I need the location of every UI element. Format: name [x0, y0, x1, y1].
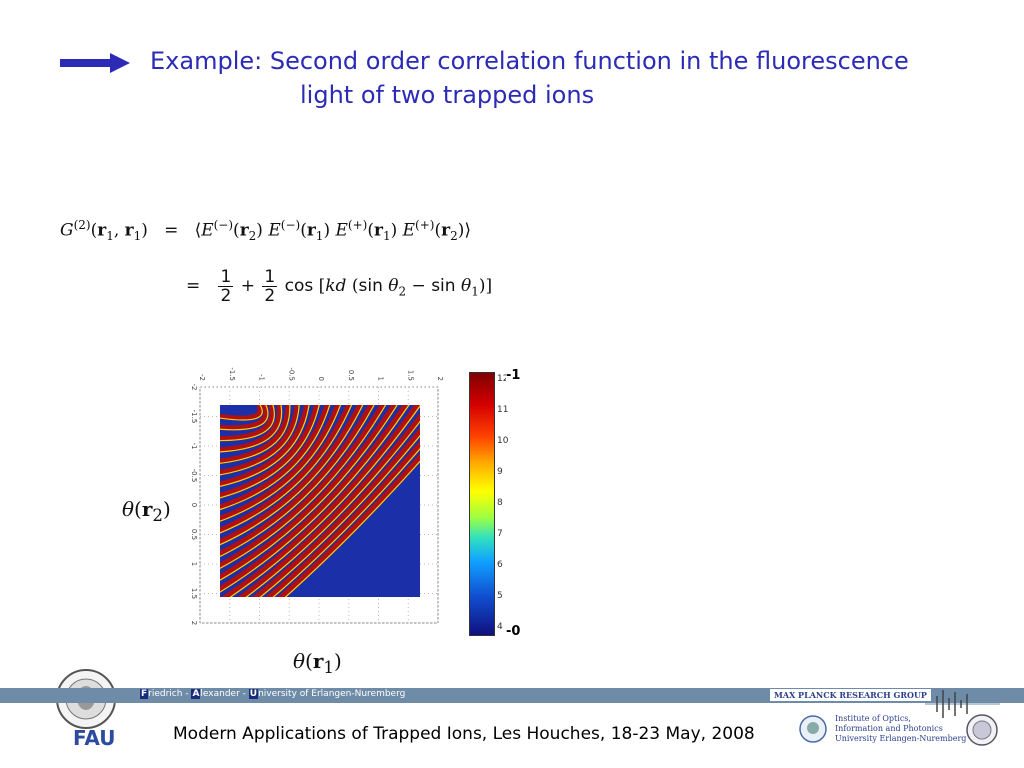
y-tick-label: -1: [190, 443, 198, 450]
fringe-band: [220, 405, 291, 464]
y-tick-label: 2: [190, 621, 198, 625]
y-tick-label: -0.5: [190, 469, 198, 483]
fringe-band: [220, 405, 263, 421]
x-tick-label: -1: [258, 374, 266, 381]
colorbar-tick-label: 4: [497, 622, 503, 632]
fringe-band: [220, 405, 300, 475]
fringe-band: [220, 405, 420, 597]
institute-name: Institute of Optics, Information and Pho…: [835, 714, 967, 743]
x-tick-label: 1.5: [406, 370, 414, 381]
fringe-band-edge: [220, 405, 364, 546]
fringe-band-edge: [220, 405, 300, 476]
y-axis-label: θ(r2): [122, 497, 171, 525]
fringe-band: [220, 405, 374, 557]
university-bar: Friedrich - Alexander - University of Er…: [0, 688, 1024, 703]
fringe-band-edge: [220, 405, 387, 569]
fringe-band-edge: [220, 405, 269, 431]
fringe-band: [220, 405, 310, 487]
fringe-band: [220, 405, 269, 431]
colorbar-tick-label: 5: [497, 591, 503, 601]
y-tick-label: -2: [190, 384, 198, 391]
fringe-band-edge: [220, 405, 353, 534]
fringe-band: [220, 405, 397, 580]
title-line-2: light of two trapped ions: [300, 81, 595, 109]
fringe-band-edge: [220, 405, 291, 464]
fringe-band: [220, 405, 363, 545]
fringe-band: [220, 405, 282, 453]
university-name: Friedrich - Alexander - University of Er…: [140, 689, 406, 699]
fringe-band-edge: [229, 405, 420, 597]
fringe-band: [220, 405, 386, 569]
colorbar: [469, 372, 495, 636]
fringe-band-edge: [259, 434, 420, 597]
fringe-band-edge: [220, 405, 320, 499]
colorbar-tick-label: 12: [497, 374, 509, 384]
x-tick-label: -2: [198, 374, 206, 381]
fringe-band: [220, 405, 275, 442]
fringe-band-edge: [220, 405, 375, 558]
fringe-band: [220, 405, 330, 510]
fringe-band: [220, 405, 320, 498]
conference-footer: Modern Applications of Trapped Ions, Les…: [173, 724, 755, 744]
colorbar-tick-label: 9: [497, 467, 503, 477]
fringe-band-edge: [245, 420, 420, 597]
y-tick-label: 0.5: [190, 529, 198, 540]
colorbar-tick-label: 6: [497, 560, 503, 570]
fringe-band-edge: [220, 405, 331, 511]
fringe-band-edge: [220, 405, 263, 421]
title-line-1: Example: Second order correlation functi…: [150, 47, 909, 75]
fringe-band: [220, 405, 409, 592]
x-tick-label: 1: [377, 377, 385, 381]
x-tick-label: 0.5: [347, 370, 355, 381]
colorbar-tick-label: 8: [497, 498, 503, 508]
colorbar-bottom-label: -0: [506, 624, 521, 639]
fringe-band-edge: [220, 405, 342, 522]
colorbar-tick-label: 11: [497, 405, 509, 415]
x-tick-label: -1.5: [228, 367, 236, 381]
fringe-band: [220, 405, 352, 533]
fau-logo-text: FAU: [73, 726, 116, 750]
fringe-band-edge: [272, 447, 420, 597]
colorbar-tick-label: 7: [497, 529, 503, 539]
x-tick-label: -0.5: [287, 367, 295, 381]
fringe-band: [220, 405, 341, 522]
colorbar-top-label: -1: [506, 368, 521, 383]
y-tick-label: 0: [190, 503, 198, 507]
equation-line-1: G(2)(r1, r1) = ⟨E(−)(r2) E(−)(r1) E(+)(r…: [60, 218, 471, 244]
fringe-band: [237, 412, 420, 597]
institute-logo: [799, 715, 827, 743]
x-tick-label: 2: [436, 377, 444, 381]
y-tick-label: 1: [190, 562, 198, 566]
correlation-plot: -2-2 -1.5 -1.5 -1 -1 -0.5 -0.5 0 0 0.5 0.5 1 1 1.5 1.5…: [180, 365, 450, 635]
fringe-band-edge: [220, 405, 283, 453]
fringe-band-edge: [284, 460, 420, 597]
research-group-label: MAX PLANCK RESEARCH GROUP: [770, 689, 931, 701]
fringe-band: [251, 427, 420, 597]
fringe-band-edge: [220, 405, 310, 487]
x-axis-label: θ(r1): [293, 649, 342, 677]
fringe-band-edge: [220, 405, 275, 442]
fringe-band-edge: [220, 405, 410, 593]
x-tick-label: 0: [317, 377, 325, 381]
colorbar-tick-label: 10: [497, 436, 509, 446]
fringe-band-edge: [220, 405, 398, 581]
y-tick-label: 1.5: [190, 588, 198, 599]
y-tick-label: -1.5: [190, 410, 198, 424]
fringe-band: [277, 453, 420, 597]
signal-graphic-icon: [925, 690, 1000, 718]
fringe-band: [265, 440, 420, 597]
university-seal-logo: [966, 714, 998, 746]
arrow-icon: [60, 53, 130, 73]
slide-title: Example: Second order correlation functi…: [150, 44, 950, 112]
